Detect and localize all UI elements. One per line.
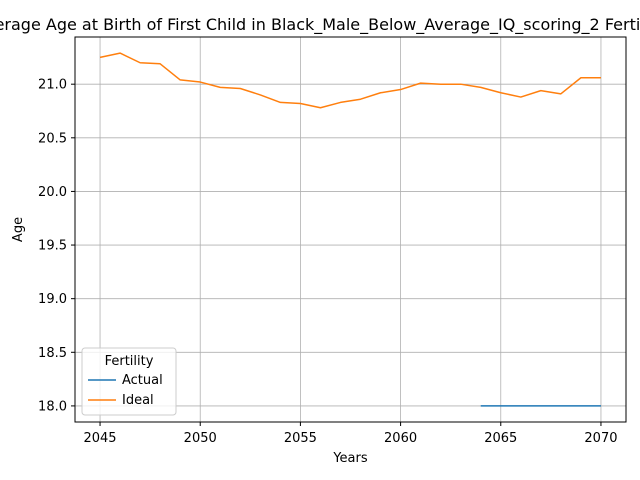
legend-box [81,347,177,416]
y-tick-label: 20.5 [38,131,67,146]
legend-label: Ideal [122,393,154,408]
y-axis: 18.0 18.5 19.0 19.5 20.0 20.5 21.0 [38,78,75,414]
series-layer [99,52,601,407]
y-tick-label: 19.5 [38,239,67,254]
y-tick-label: 19.0 [38,292,67,307]
series-line-ideal [99,52,601,109]
x-axis: 2045 2050 2055 2060 2065 2070 [83,422,618,446]
y-tick-label: 21.0 [38,78,67,93]
x-tick-label: 2045 [83,431,116,446]
x-tick-label: 2055 [284,431,317,446]
legend-label: Actual [122,373,163,388]
y-axis-title: Age [11,217,26,242]
x-tick-label: 2065 [484,431,517,446]
y-tick-label: 18.0 [38,399,67,414]
y-tick-label: 18.5 [38,346,67,361]
x-tick-label: 2050 [184,431,217,446]
legend: Fertility Actual Ideal [81,347,177,416]
x-tick-label: 2070 [584,431,617,446]
legend-title: Fertility [105,354,154,369]
y-tick-label: 20.0 [38,185,67,200]
plot-frame [74,36,627,423]
chart-title: Average Age at Birth of First Child in B… [0,15,640,35]
x-tick-label: 2060 [384,431,417,446]
x-axis-title: Years [332,451,368,466]
